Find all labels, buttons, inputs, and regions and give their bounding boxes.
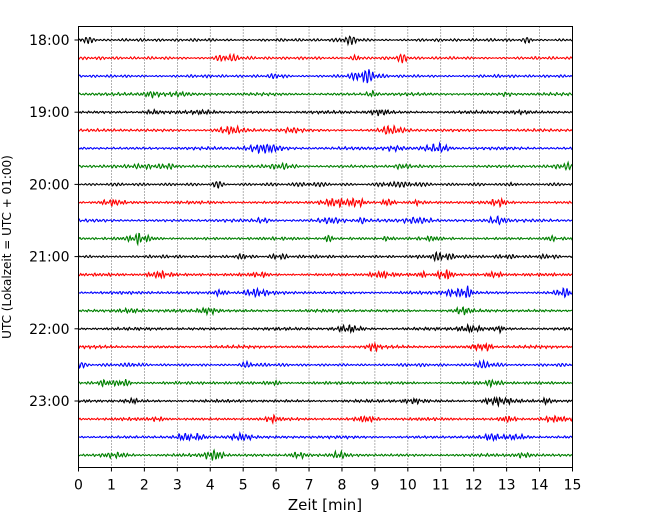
x-tick-label: 10 [399,478,417,494]
y-tick-label: 21:00 [29,250,69,266]
trace-2045 [78,232,573,247]
trace-1915 [78,124,573,136]
x-tick-label: 11 [432,478,450,494]
x-tick-label: 3 [173,478,182,494]
trace-2345 [78,448,573,461]
x-axis-ticks: 0 1 2 3 4 5 6 7 8 9 10 11 12 13 14 15 [74,467,582,494]
trace-2230 [77,358,573,370]
plot-frame [78,26,573,468]
trace-1900 [78,108,573,117]
trace-2215 [78,341,573,353]
y-tick-label: 22:00 [29,322,69,338]
x-tick-label: 15 [564,478,582,494]
y-tick-label: 18:00 [29,33,69,49]
trace-2000 [78,180,573,189]
trace-1845 [78,89,573,99]
trace-2115 [78,269,573,280]
x-tick-label: 12 [465,478,483,494]
trace-2130 [78,285,574,299]
x-tick-label: 5 [239,478,248,494]
trace-2330 [78,430,573,443]
y-axis-label: UTC (Lokalzeit = UTC + 01:00) [0,155,14,339]
trace-2315 [78,413,574,425]
trace-2100 [78,250,573,263]
trace-1815 [78,52,573,64]
x-tick-label: 14 [531,478,549,494]
x-tick-label: 4 [206,478,215,494]
y-tick-label: 20:00 [29,177,69,193]
trace-1930 [78,141,573,155]
trace-1800 [78,35,573,47]
x-tick-label: 7 [305,478,314,494]
x-tick-label: 9 [370,478,379,494]
x-tick-label: 8 [338,478,347,494]
trace-2245 [78,378,573,389]
x-tick-label: 6 [272,478,281,494]
trace-2300 [77,395,573,408]
x-tick-label: 2 [140,478,149,494]
trace-1945 [78,160,574,172]
x-axis-label: Zeit [min] [288,496,362,514]
trace-2200 [78,322,573,335]
x-tick-label: 13 [498,478,516,494]
x-tick-label: 0 [74,478,83,494]
y-axis-ticks: 18:00 19:00 20:00 21:00 22:00 23:00 [29,33,79,410]
trace-1830 [78,69,573,84]
y-tick-label: 23:00 [29,394,69,410]
y-tick-label: 19:00 [29,105,69,121]
x-tick-label: 1 [107,478,116,494]
trace-2145 [78,305,573,317]
trace-2015 [78,196,573,209]
trace-layer [77,35,574,461]
trace-2030 [78,215,573,226]
